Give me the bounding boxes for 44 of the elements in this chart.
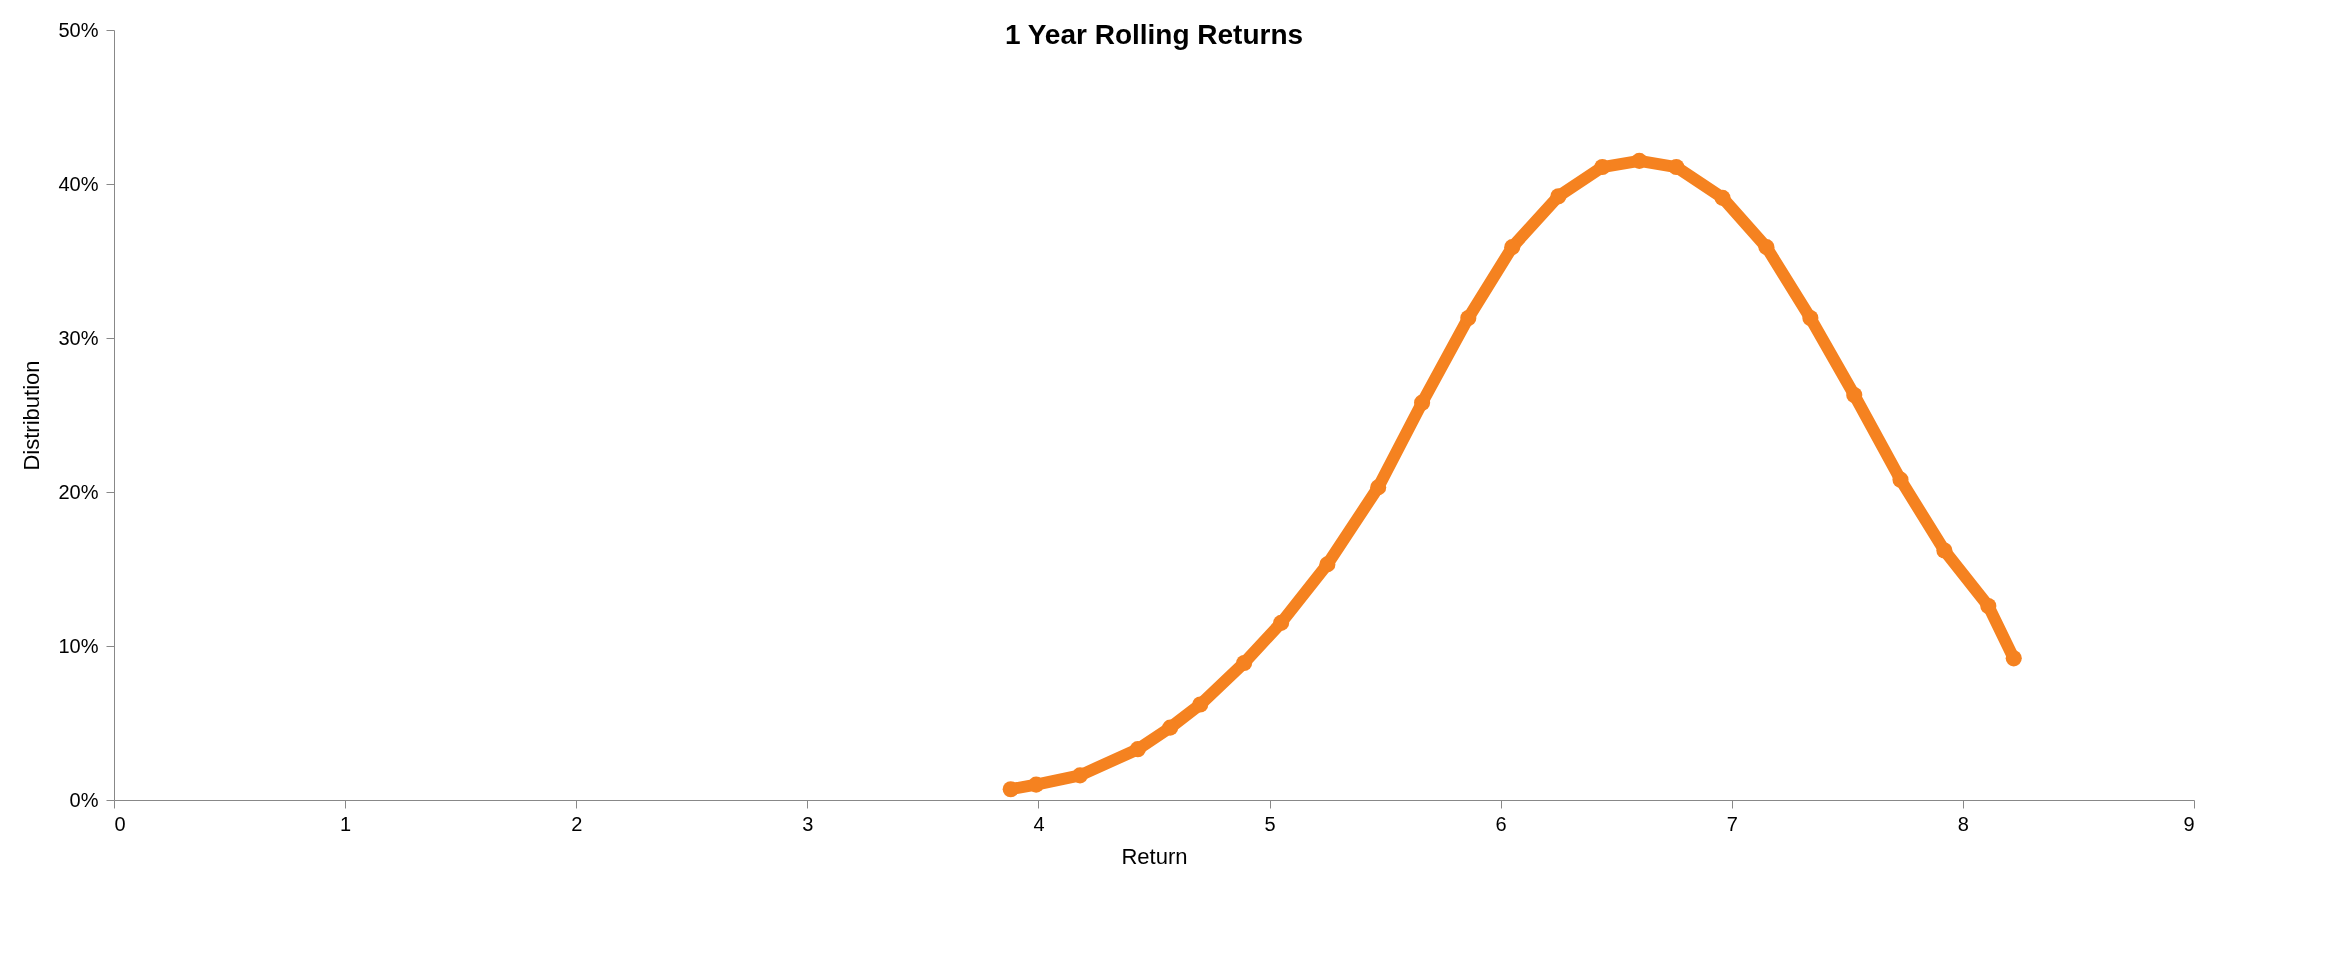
- x-tick-label: 6: [1495, 812, 1507, 835]
- point: [1236, 654, 1253, 671]
- y-axis-title: Distribution: [19, 360, 45, 471]
- point: [1028, 776, 1045, 793]
- x-tick-label: 2: [571, 812, 583, 835]
- y-tick-label: 20%: [58, 480, 99, 503]
- point: [1504, 239, 1521, 256]
- x-tick-label: 9: [2183, 812, 2195, 835]
- point: [1002, 781, 1019, 798]
- point: [1714, 189, 1731, 206]
- point: [1460, 309, 1477, 327]
- point: [1631, 152, 1648, 169]
- x-tick-label: 8: [1957, 812, 1969, 835]
- x-tick-label: 1: [340, 812, 352, 835]
- point: [1668, 159, 1685, 176]
- chart-title: 1 Year Rolling Returns: [1004, 19, 1304, 50]
- point: [1129, 741, 1146, 758]
- point: [1594, 159, 1611, 176]
- y-tick-label: 10%: [58, 634, 99, 657]
- point: [1980, 597, 1997, 615]
- point: [1273, 614, 1290, 631]
- point: [1319, 556, 1336, 573]
- x-tick-label: 3: [802, 812, 814, 835]
- y-tick-label: 30%: [58, 326, 99, 349]
- x-tick-label: 4: [1033, 812, 1045, 835]
- y-tick-label: 0%: [69, 788, 99, 811]
- point: [1550, 188, 1567, 205]
- point: [1192, 696, 1209, 713]
- point: [1892, 471, 1909, 488]
- point: [1414, 394, 1431, 411]
- point: [1846, 386, 1863, 404]
- point: [1802, 309, 1819, 327]
- point: [1162, 719, 1179, 736]
- point: [1370, 479, 1387, 496]
- y-tick-label: 50%: [58, 18, 99, 41]
- y-tick-label: 40%: [58, 172, 99, 195]
- x-axis-title: Return: [1121, 843, 1188, 869]
- point: [1758, 239, 1775, 256]
- x-tick-label: 5: [1264, 812, 1276, 835]
- point: [1936, 542, 1953, 559]
- x-tick-label: 0: [114, 812, 126, 835]
- point: [2005, 650, 2022, 667]
- point: [1071, 767, 1089, 784]
- x-tick-label: 7: [1726, 812, 1738, 835]
